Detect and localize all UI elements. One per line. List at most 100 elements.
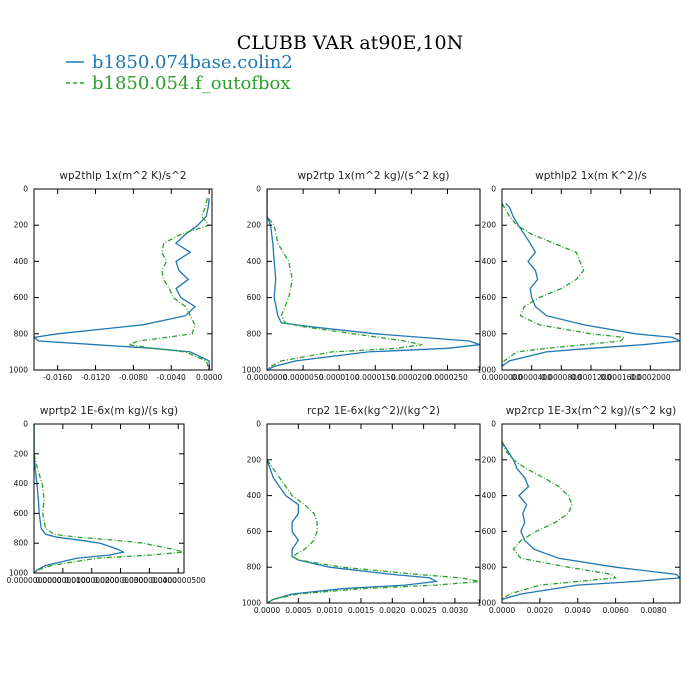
- x-tick-label: 0.0000000: [247, 373, 288, 382]
- y-tick-label: 0: [491, 420, 496, 429]
- panel-title: wp2rtp 1x(m^2 kg)/(s^2 kg): [297, 170, 449, 182]
- x-tick-label: 0.0020: [527, 606, 553, 615]
- panel-title: wp2thlp 1x(m^2 K)/s^2: [59, 170, 186, 182]
- y-tick-label: 600: [247, 293, 262, 302]
- plot-frame: [501, 423, 681, 604]
- series-line-1: [34, 424, 126, 573]
- y-tick-label: 400: [14, 479, 29, 488]
- x-tick-label: 0.0015: [348, 606, 374, 615]
- plot-frame: [501, 188, 681, 371]
- x-tick-label: 0.0002000: [630, 373, 671, 382]
- y-tick-label: 800: [247, 563, 262, 572]
- x-tick-label: 0.0001200: [571, 373, 612, 382]
- x-tick-label: 0.0025: [410, 606, 436, 615]
- y-tick-label: 1000: [477, 366, 496, 375]
- y-tick-label: 800: [14, 329, 29, 338]
- plot-frame: [266, 423, 481, 604]
- x-tick-label: 0.0000150: [355, 373, 396, 382]
- legend: b1850.074base.colin2 b1850.054.f_outofbo…: [66, 52, 293, 94]
- y-tick-label: 600: [14, 509, 29, 518]
- series-line-2: [267, 459, 480, 603]
- y-tick-label: 200: [247, 221, 262, 230]
- x-tick-label: 0.0000050: [283, 373, 324, 382]
- x-tick-label: 0.0020: [379, 606, 405, 615]
- x-tick-label: 0.0000: [489, 606, 515, 615]
- series-line-2: [126, 197, 211, 370]
- series-line-2: [34, 424, 184, 573]
- x-tick-label: -0.0120: [81, 373, 110, 382]
- x-tick-label: 0.0000000000: [7, 576, 62, 585]
- y-tick-label: 0: [491, 185, 496, 194]
- x-tick-label: 0.0000250: [427, 373, 468, 382]
- y-tick-label: 1000: [9, 366, 28, 375]
- panel-3: wpthlp2 1x(m K^2)/s020040060080010000.00…: [477, 170, 681, 382]
- y-tick-label: 0: [256, 420, 261, 429]
- series-line-1: [502, 441, 680, 601]
- x-tick-label: 0.0000: [254, 606, 280, 615]
- series-line-1: [34, 198, 210, 370]
- x-tick-label: -0.0080: [119, 373, 148, 382]
- x-tick-label: 0.0000000200: [64, 576, 119, 585]
- y-tick-label: 800: [482, 329, 497, 338]
- series-line-2: [267, 189, 423, 370]
- panel-4: wprtp2 1E-6x(m kg)/(s kg) 0 200 400 600 800 10…: [7, 405, 206, 585]
- x-tick-label: 0.0000000400: [122, 576, 177, 585]
- x-tick-label: 0.0010: [317, 606, 343, 615]
- figure-title: CLUBB VAR at90E,10N: [237, 32, 463, 54]
- y-tick-label: 0: [23, 420, 28, 429]
- x-tick-label: -0.0160: [43, 373, 72, 382]
- y-tick-label: 200: [482, 221, 497, 230]
- y-tick-label: 800: [14, 539, 29, 548]
- y-tick-label: 400: [482, 257, 497, 266]
- series-line-2: [502, 441, 618, 600]
- plot-frame: [266, 188, 481, 371]
- y-tick-label: 600: [482, 527, 497, 536]
- plot-frame: [33, 188, 213, 371]
- y-tick-label: 600: [14, 293, 29, 302]
- y-tick-label: 200: [14, 449, 29, 458]
- x-tick-label: 0.0000200: [391, 373, 432, 382]
- panel-6: wp2rcp 1E-3x(m^2 kg)/(s^2 kg) 0 200 400 600 8…: [477, 405, 681, 615]
- x-tick-label: 0.0000000: [482, 373, 523, 382]
- y-tick-label: 400: [14, 257, 29, 266]
- panels: wp2thlp 1x(m^2 K)/s^2 0 200 400 600 800 1000 -0…: [7, 170, 681, 615]
- panel-title: rcp2 1E-6x(kg^2)/(kg^2): [307, 405, 440, 417]
- panel-title: wprtp2 1E-6x(m kg)/(s kg): [40, 405, 178, 417]
- panel-1: wp2thlp 1x(m^2 K)/s^2 0 200 400 600 800 1000 -0…: [9, 170, 223, 382]
- x-tick-label: 0.0060: [602, 606, 628, 615]
- y-tick-label: 200: [482, 455, 497, 464]
- panel-2: wp2rtp 1x(m^2 kg)/(s^2 kg) 0 200 400 600 800 1…: [242, 170, 481, 382]
- panel-5: rcp2 1E-6x(kg^2)/(kg^2) 0 200 400 600 800 1000…: [242, 405, 481, 615]
- y-tick-label: 1000: [242, 366, 261, 375]
- x-tick-label: 0.0000400: [511, 373, 552, 382]
- panel-title: wpthlp2 1x(m K^2)/s: [535, 170, 647, 182]
- y-tick-label: 1000: [242, 599, 261, 608]
- x-tick-label: 0.0000000500: [151, 576, 206, 585]
- x-tick-label: 0.0001600: [600, 373, 641, 382]
- y-tick-label: 600: [482, 293, 497, 302]
- x-tick-label: 0.0000100: [319, 373, 360, 382]
- y-tick-label: 600: [247, 527, 262, 536]
- plot-frame: [33, 423, 185, 574]
- y-tick-label: 800: [482, 563, 497, 572]
- panel-title: wp2rcp 1E-3x(m^2 kg)/(s^2 kg): [506, 405, 677, 417]
- y-tick-label: 0: [256, 185, 261, 194]
- x-tick-label: 0.0040: [565, 606, 591, 615]
- legend-label-1: b1850.074base.colin2: [92, 52, 293, 73]
- x-tick-label: 0.0000: [196, 373, 222, 382]
- y-tick-label: 400: [247, 257, 262, 266]
- y-tick-label: 0: [23, 185, 28, 194]
- y-tick-label: 400: [247, 491, 262, 500]
- x-tick-label: 0.0000000100: [35, 576, 90, 585]
- y-tick-label: 800: [247, 329, 262, 338]
- x-tick-label: 0.0000000300: [93, 576, 148, 585]
- y-tick-label: 1000: [9, 569, 28, 578]
- series-line-1: [267, 189, 480, 370]
- y-tick-label: 200: [247, 455, 262, 464]
- series-line-2: [502, 203, 626, 367]
- x-tick-label: 0.0005: [285, 606, 311, 615]
- x-tick-label: -0.0040: [157, 373, 186, 382]
- legend-label-2: b1850.054.f_outofbox: [92, 73, 290, 94]
- x-tick-label: 0.0000800: [541, 373, 582, 382]
- series-line-1: [267, 459, 439, 603]
